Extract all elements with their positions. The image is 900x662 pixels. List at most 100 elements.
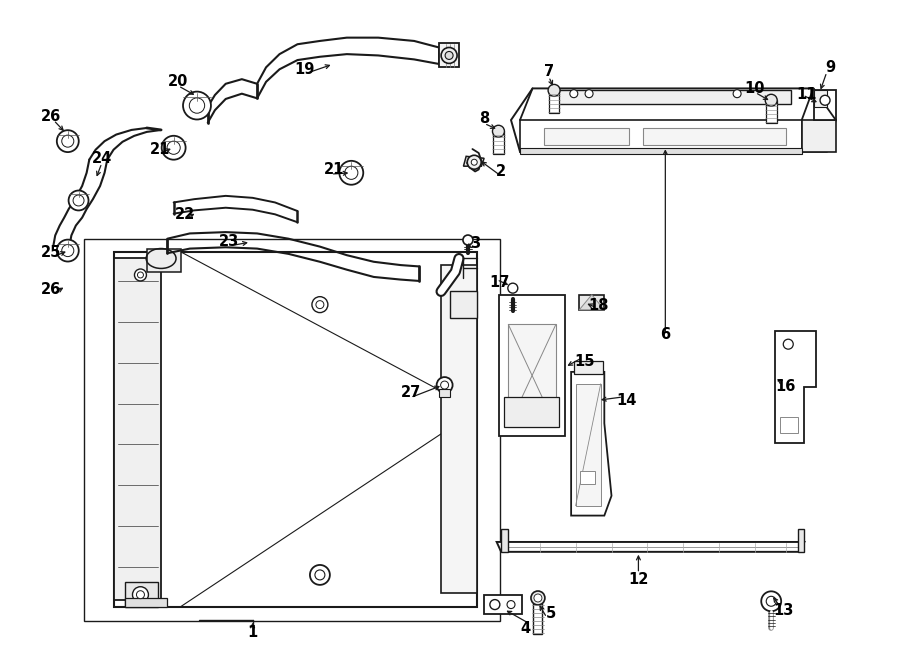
Polygon shape	[147, 249, 181, 271]
Text: 26: 26	[40, 109, 61, 124]
Text: 21: 21	[150, 142, 170, 156]
Text: 1: 1	[248, 626, 257, 640]
Text: 13: 13	[774, 603, 794, 618]
Text: 19: 19	[294, 62, 315, 77]
Polygon shape	[113, 252, 477, 606]
Circle shape	[441, 381, 448, 389]
Circle shape	[548, 85, 560, 97]
Polygon shape	[504, 397, 560, 426]
Text: 26: 26	[40, 282, 61, 297]
Polygon shape	[534, 602, 543, 634]
Circle shape	[441, 48, 457, 64]
Circle shape	[492, 125, 504, 137]
Circle shape	[446, 52, 453, 60]
Polygon shape	[500, 295, 565, 436]
Polygon shape	[775, 331, 816, 443]
Circle shape	[765, 94, 778, 106]
Circle shape	[463, 235, 473, 245]
Circle shape	[467, 156, 482, 169]
Polygon shape	[572, 372, 611, 516]
Circle shape	[189, 98, 204, 113]
Circle shape	[534, 594, 542, 602]
Polygon shape	[520, 148, 802, 154]
Circle shape	[490, 600, 500, 610]
Polygon shape	[450, 291, 477, 318]
Polygon shape	[574, 361, 602, 374]
Polygon shape	[84, 239, 500, 621]
Polygon shape	[558, 91, 791, 103]
Circle shape	[820, 95, 830, 105]
Polygon shape	[580, 295, 604, 310]
Text: 5: 5	[545, 606, 555, 622]
Text: 10: 10	[745, 81, 765, 96]
Polygon shape	[549, 91, 560, 113]
Circle shape	[531, 591, 544, 605]
Circle shape	[734, 89, 741, 98]
Text: 23: 23	[220, 234, 239, 249]
Polygon shape	[113, 258, 161, 600]
Circle shape	[62, 135, 74, 147]
Text: 9: 9	[825, 60, 835, 75]
Polygon shape	[501, 529, 508, 552]
Text: 8: 8	[479, 111, 490, 126]
Text: 18: 18	[589, 299, 609, 313]
Circle shape	[167, 141, 180, 154]
Circle shape	[339, 161, 364, 185]
Circle shape	[62, 244, 74, 257]
Circle shape	[783, 339, 793, 349]
Text: 2: 2	[496, 164, 506, 179]
Polygon shape	[508, 324, 556, 426]
Polygon shape	[766, 100, 777, 123]
Circle shape	[73, 195, 84, 206]
Circle shape	[508, 283, 518, 293]
Circle shape	[585, 89, 593, 98]
Text: 15: 15	[574, 354, 595, 369]
Circle shape	[310, 565, 330, 585]
Polygon shape	[125, 598, 167, 606]
Text: 16: 16	[776, 379, 796, 394]
Polygon shape	[484, 594, 522, 614]
Circle shape	[162, 136, 185, 160]
Text: 17: 17	[490, 275, 509, 290]
Text: 21: 21	[324, 162, 345, 177]
Text: 11: 11	[796, 87, 816, 103]
Circle shape	[761, 591, 781, 611]
Polygon shape	[802, 120, 836, 152]
Text: 20: 20	[168, 74, 188, 89]
Circle shape	[138, 272, 143, 278]
Polygon shape	[125, 581, 158, 606]
Circle shape	[766, 596, 776, 606]
Text: 24: 24	[92, 152, 112, 166]
Circle shape	[316, 301, 324, 308]
Polygon shape	[520, 120, 802, 152]
Text: 22: 22	[176, 207, 195, 222]
Circle shape	[132, 587, 148, 602]
Polygon shape	[511, 89, 836, 152]
Circle shape	[436, 377, 453, 393]
Circle shape	[57, 240, 78, 261]
Polygon shape	[580, 471, 596, 484]
Text: 25: 25	[40, 245, 61, 260]
Text: 7: 7	[544, 64, 554, 79]
Circle shape	[312, 297, 328, 312]
Circle shape	[472, 160, 477, 166]
Text: 27: 27	[400, 385, 420, 401]
Text: 12: 12	[628, 572, 649, 587]
Polygon shape	[814, 91, 836, 120]
Polygon shape	[439, 389, 450, 397]
Polygon shape	[544, 128, 629, 145]
Circle shape	[68, 191, 88, 211]
Polygon shape	[497, 542, 805, 552]
Circle shape	[134, 269, 147, 281]
Circle shape	[345, 166, 358, 179]
Text: 6: 6	[661, 328, 670, 342]
Polygon shape	[780, 416, 798, 433]
Circle shape	[570, 89, 578, 98]
Polygon shape	[439, 43, 459, 68]
Circle shape	[57, 130, 78, 152]
Polygon shape	[814, 91, 827, 107]
Polygon shape	[643, 128, 787, 145]
Polygon shape	[576, 384, 600, 506]
Text: 3: 3	[470, 236, 481, 251]
Polygon shape	[580, 295, 604, 310]
